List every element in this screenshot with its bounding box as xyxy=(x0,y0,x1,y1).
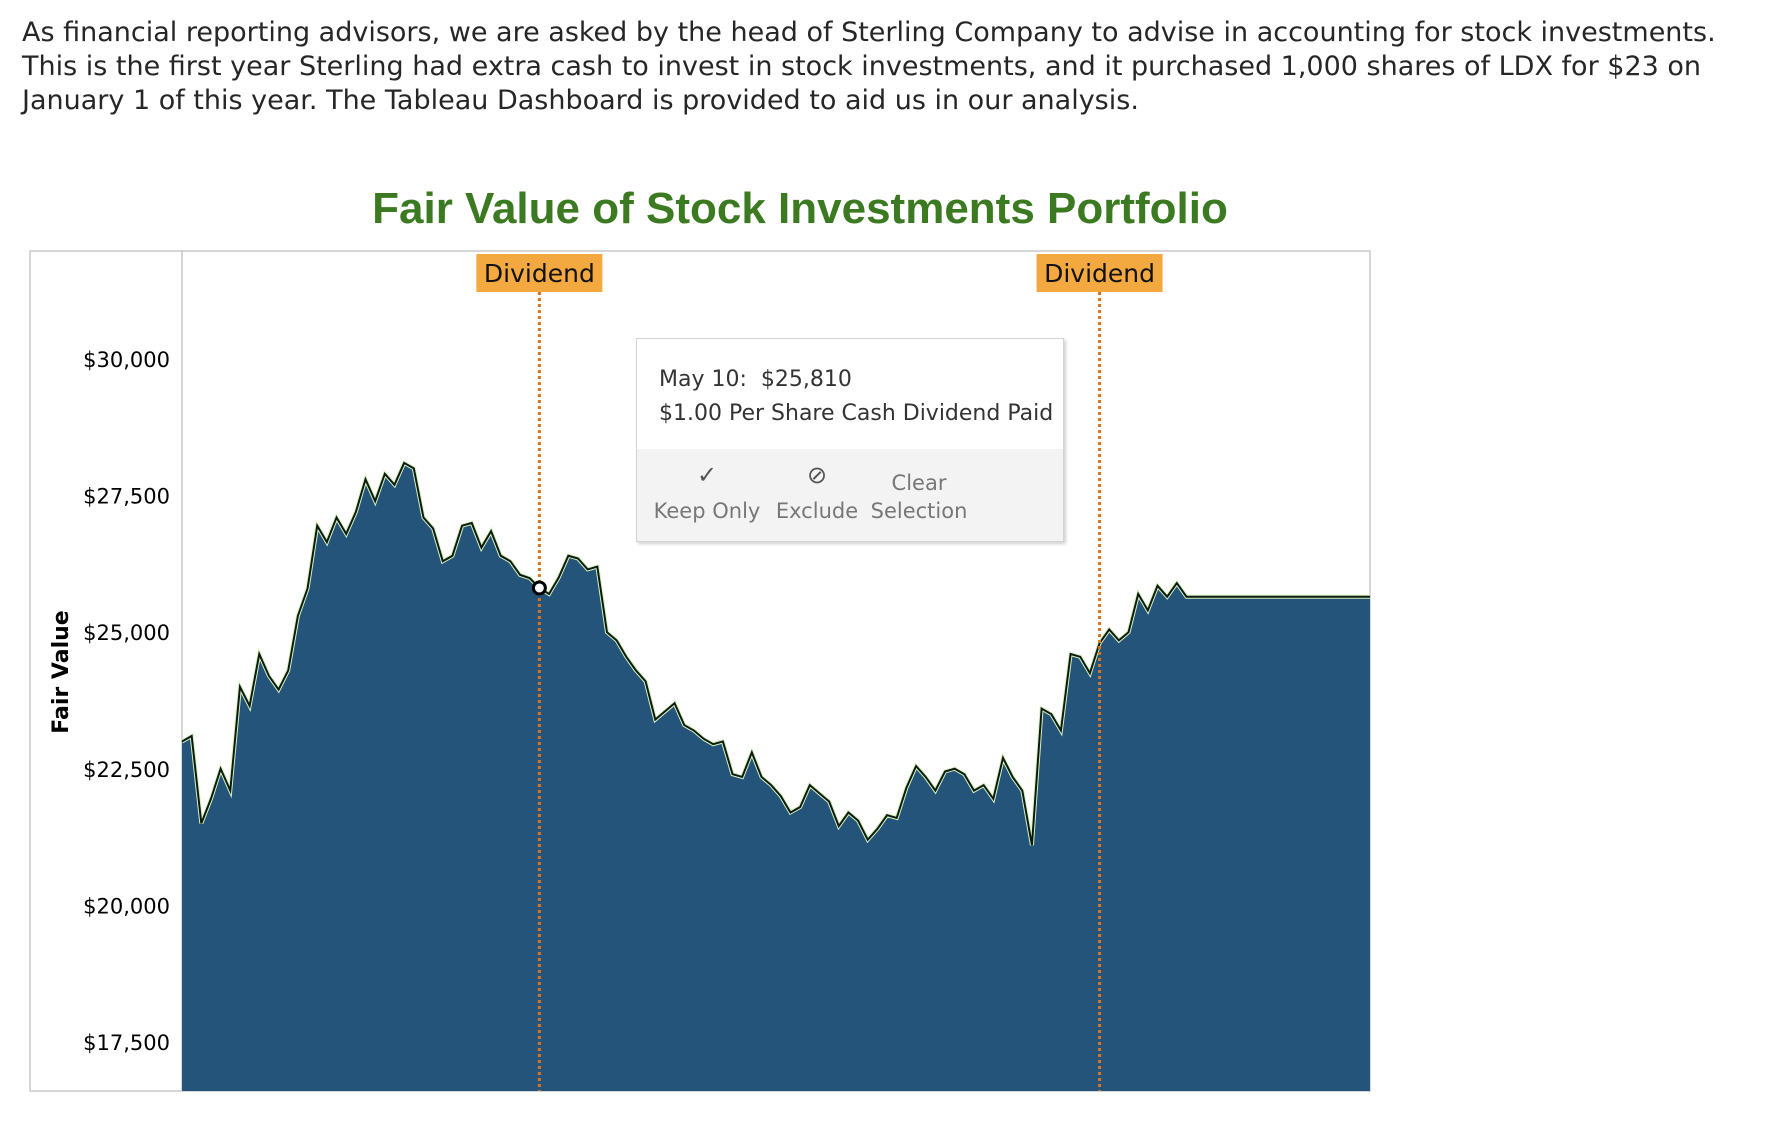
y-tick-label: $22,500 xyxy=(83,758,170,782)
highlighted-point[interactable] xyxy=(531,580,547,596)
intro-paragraph: As financial reporting advisors, we are … xyxy=(22,16,1762,118)
y-axis-title: Fair Value xyxy=(49,610,74,733)
intro-line: As financial reporting advisors, we are … xyxy=(22,17,1716,48)
dividend-label: Dividend xyxy=(484,259,595,288)
clear-selection-label: Clear Selection xyxy=(870,471,968,523)
check-icon: ✓ xyxy=(696,461,718,489)
keep-only-label: Keep Only xyxy=(653,499,761,523)
y-tick-label: $27,500 xyxy=(83,485,170,509)
area-series xyxy=(182,462,1370,1091)
y-tick-label: $25,000 xyxy=(83,621,170,645)
exclude-icon: ⊘ xyxy=(806,461,828,489)
exclude-button[interactable]: ⊘ Exclude xyxy=(771,449,863,541)
data-tooltip: May 10: $25,810 $1.00 Per Share Cash Div… xyxy=(636,338,1064,542)
tooltip-value: $25,810 xyxy=(760,367,852,392)
intro-line: This is the first year Sterling had extr… xyxy=(22,51,1702,82)
clear-selection-button[interactable]: Clear Selection xyxy=(869,449,969,541)
chart-title: Fair Value of Stock Investments Portfoli… xyxy=(372,184,1228,233)
series-line xyxy=(181,461,1370,846)
dividend-label-bg xyxy=(476,254,603,292)
dividend-label-bg xyxy=(1036,254,1163,292)
keep-only-button[interactable]: ✓ Keep Only xyxy=(651,449,763,541)
y-tick-label: $17,500 xyxy=(83,1031,170,1055)
tooltip-date: May 10: xyxy=(659,367,747,392)
y-tick-label: $30,000 xyxy=(83,348,170,372)
exclude-label: Exclude xyxy=(775,499,859,523)
tooltip-actions: ✓ Keep Only ⊘ Exclude Clear Selection xyxy=(637,449,1063,541)
y-tick-label: $20,000 xyxy=(83,894,170,918)
intro-line: January 1 of this year. The Tableau Dash… xyxy=(22,85,1139,116)
tooltip-detail: $1.00 Per Share Cash Dividend Paid xyxy=(659,401,1054,426)
dividend-label: Dividend xyxy=(1044,259,1155,288)
